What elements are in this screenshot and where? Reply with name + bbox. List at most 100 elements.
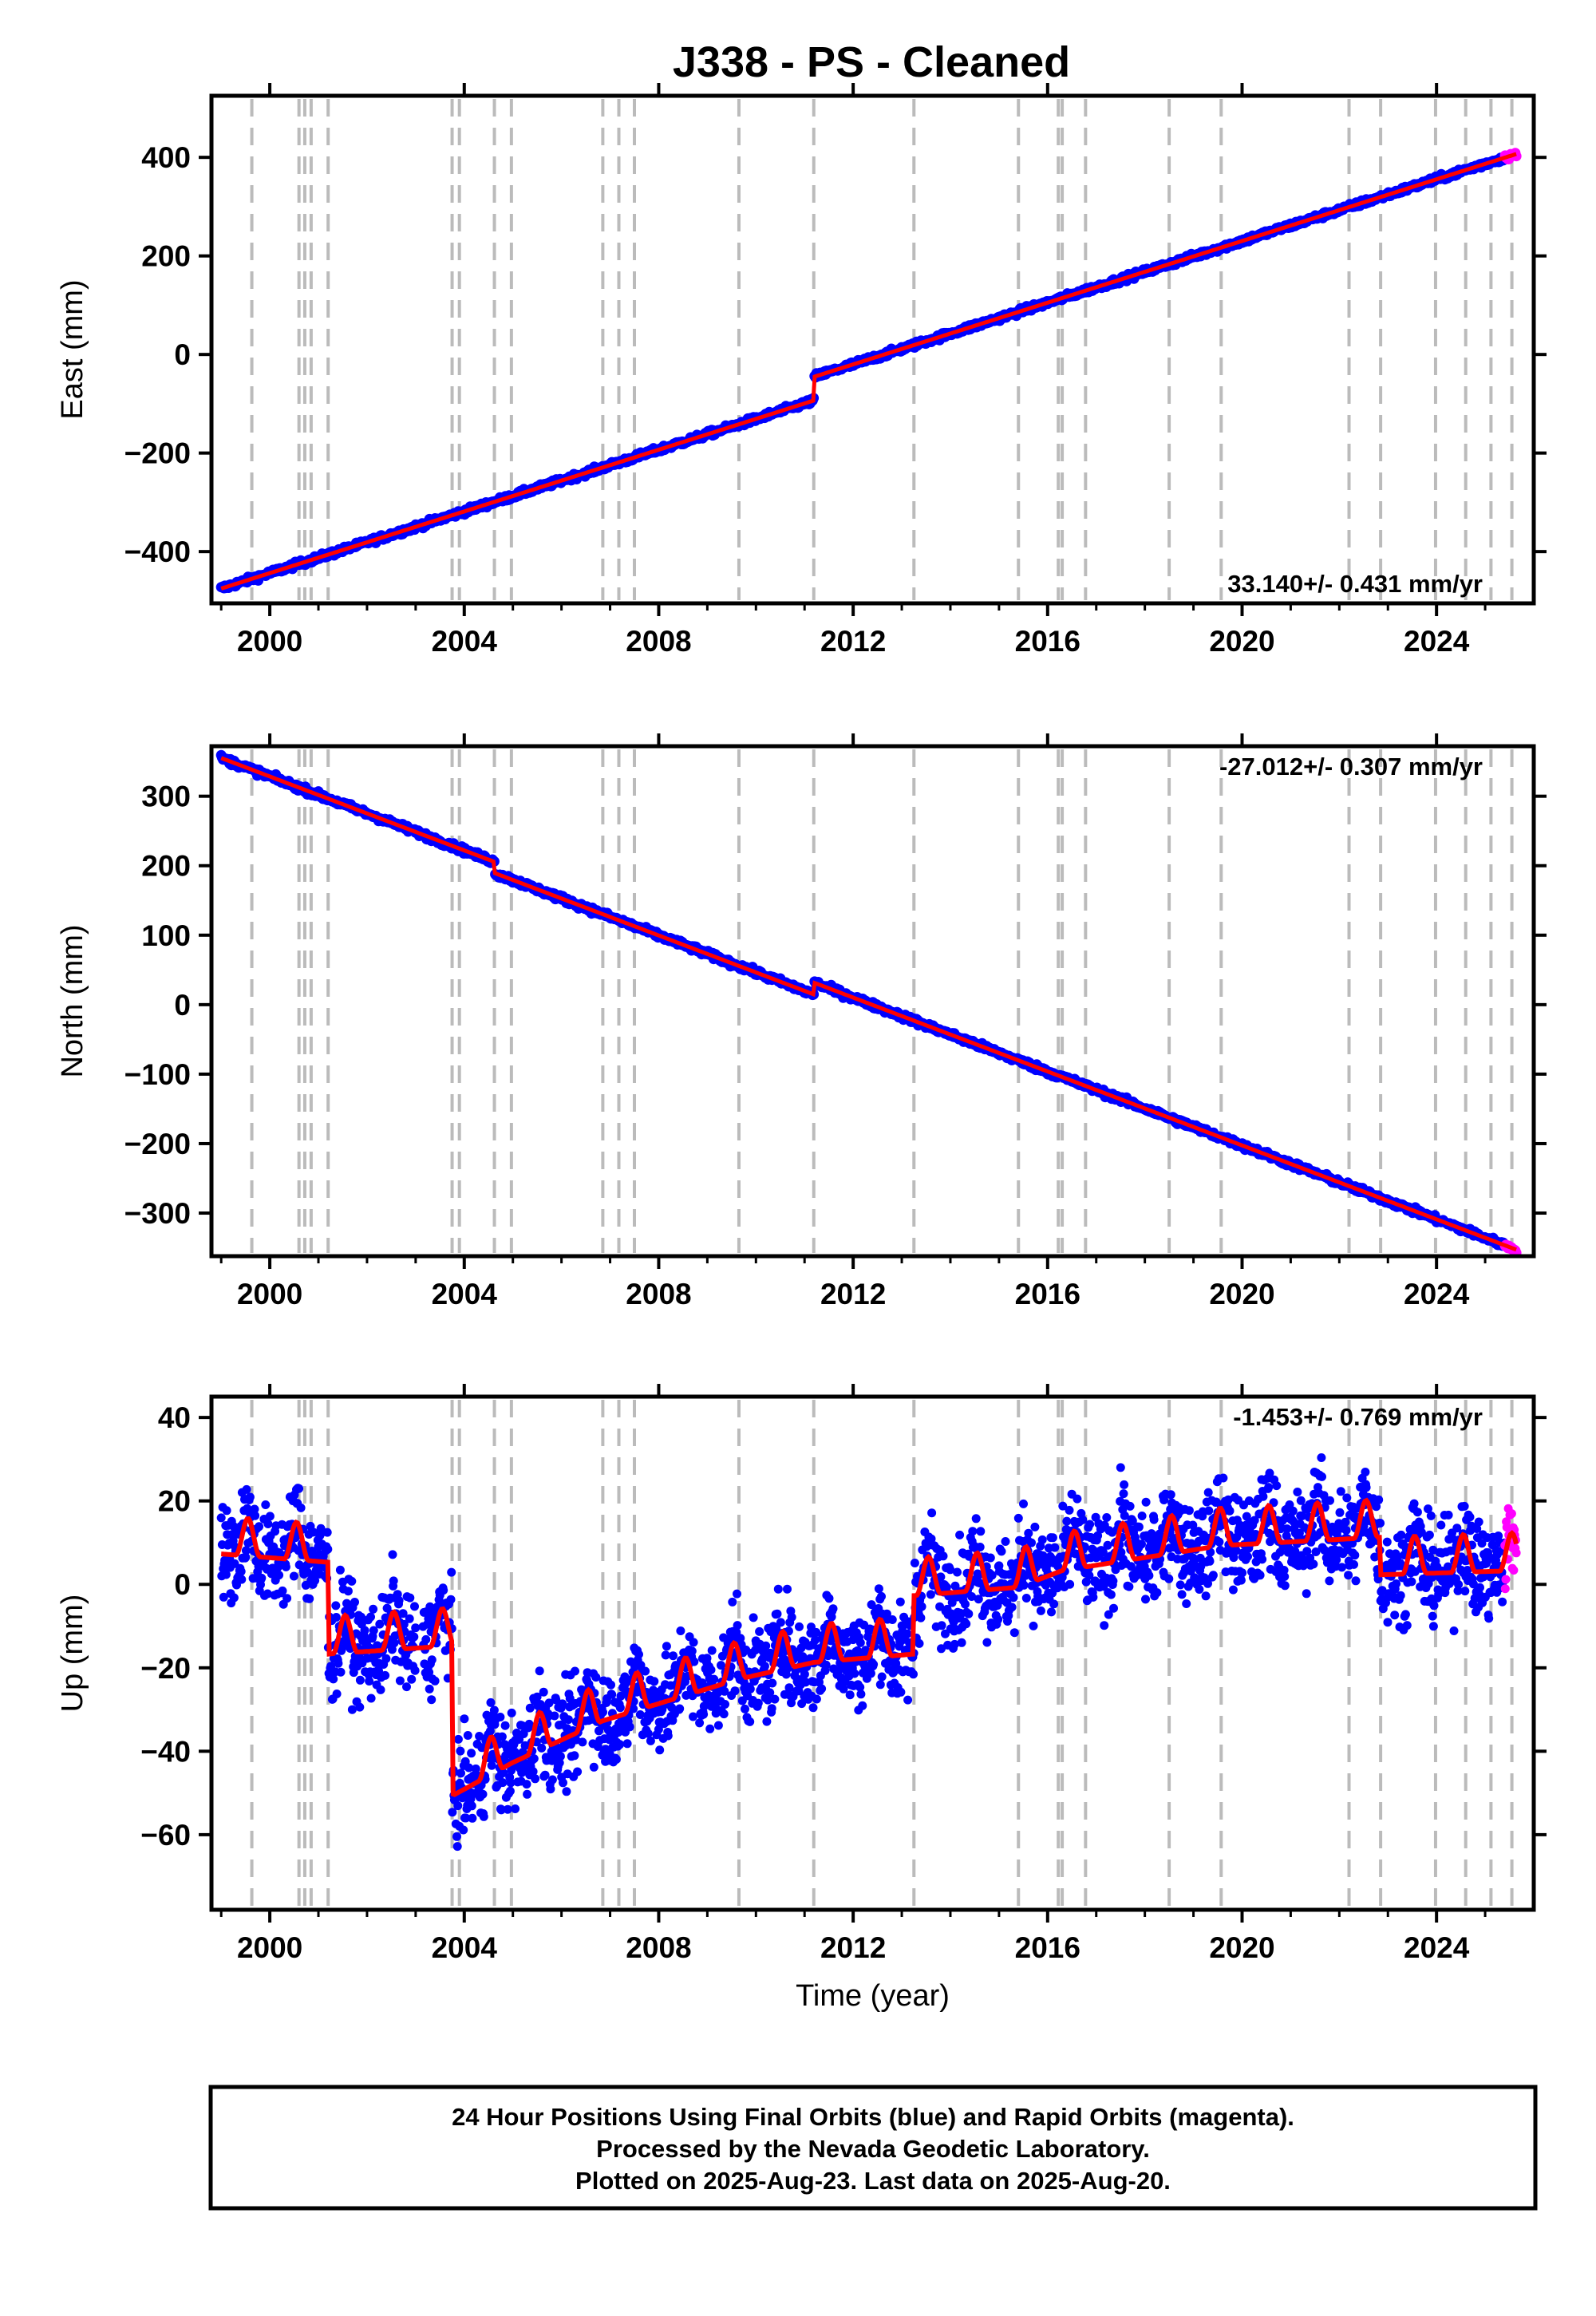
- final-point: [717, 1661, 725, 1670]
- final-point: [296, 1503, 306, 1512]
- final-point: [1219, 1473, 1228, 1483]
- plot-frame: [209, 93, 1536, 606]
- y-tick-label: 200: [141, 240, 191, 273]
- final-point: [1177, 1590, 1187, 1599]
- final-point: [222, 1506, 231, 1516]
- y-tick-label: 200: [141, 850, 191, 883]
- final-point: [811, 1635, 820, 1645]
- final-point: [950, 1581, 960, 1591]
- final-point: [773, 1584, 783, 1594]
- final-point: [500, 1721, 510, 1730]
- final-point: [532, 1692, 542, 1701]
- final-point: [537, 1743, 547, 1753]
- final-point: [559, 1778, 567, 1788]
- final-point: [765, 1688, 775, 1697]
- final-point: [797, 1699, 807, 1709]
- final-point: [461, 1813, 471, 1823]
- final-point: [946, 1565, 955, 1575]
- final-point: [917, 1602, 926, 1611]
- final-point: [1103, 1540, 1112, 1550]
- final-point: [1099, 1582, 1108, 1591]
- final-point: [1203, 1579, 1212, 1588]
- final-point: [236, 1567, 246, 1576]
- final-point: [634, 1650, 643, 1659]
- final-point: [817, 1684, 827, 1694]
- final-point: [993, 1601, 1002, 1610]
- x-tick-label: 2016: [1015, 1278, 1080, 1310]
- final-point: [662, 1642, 671, 1651]
- final-point: [896, 1687, 906, 1697]
- final-point: [1065, 1579, 1075, 1589]
- final-point: [498, 1778, 508, 1788]
- final-point: [452, 1832, 461, 1841]
- final-point: [1188, 1520, 1198, 1530]
- final-point: [456, 1769, 465, 1778]
- final-point: [373, 1641, 382, 1650]
- final-point: [309, 1528, 318, 1537]
- final-point: [464, 1763, 473, 1773]
- final-point: [755, 1626, 764, 1636]
- final-point: [331, 1601, 341, 1611]
- final-point: [1009, 1593, 1018, 1603]
- final-point: [855, 1682, 865, 1692]
- final-point: [360, 1626, 369, 1635]
- final-point: [555, 1758, 564, 1768]
- final-point: [798, 1652, 808, 1662]
- final-point: [1205, 1556, 1215, 1566]
- final-point: [456, 1746, 465, 1756]
- final-point: [1013, 1513, 1023, 1523]
- y-tick-label: 100: [141, 919, 191, 952]
- final-point: [745, 1684, 755, 1694]
- final-point: [997, 1547, 1006, 1556]
- final-point: [303, 1567, 313, 1577]
- final-point: [261, 1500, 271, 1509]
- y-tick-label: −100: [124, 1058, 191, 1091]
- final-point: [329, 1674, 338, 1684]
- event-lines: [250, 749, 1514, 1253]
- final-point: [241, 1552, 251, 1562]
- final-point: [761, 1641, 771, 1650]
- final-point: [903, 1629, 912, 1638]
- final-point: [650, 1677, 659, 1686]
- final-point: [730, 1686, 740, 1696]
- final-point: [452, 1842, 462, 1852]
- final-point: [547, 1775, 557, 1784]
- final-point: [305, 1594, 314, 1603]
- final-point: [332, 1690, 342, 1698]
- final-point: [1047, 1607, 1056, 1617]
- final-point: [551, 1695, 561, 1705]
- final-point: [1206, 1547, 1215, 1557]
- final-point: [430, 1676, 440, 1686]
- final-point: [571, 1666, 579, 1676]
- final-point: [425, 1667, 434, 1677]
- final-point: [707, 1646, 717, 1655]
- up-panel: 2000 2004 2008 2012 2016 2020 2024−60−40−20020…: [56, 1384, 1547, 2013]
- final-point: [365, 1677, 374, 1686]
- final-point: [540, 1770, 550, 1780]
- final-point: [467, 1749, 476, 1758]
- final-point: [531, 1774, 540, 1784]
- x-tick-label: 2012: [820, 1278, 886, 1310]
- final-point: [702, 1654, 712, 1663]
- final-point: [1102, 1513, 1112, 1522]
- final-point: [1215, 1537, 1224, 1547]
- final-point: [1116, 1547, 1126, 1557]
- final-point: [783, 1663, 792, 1673]
- final-point: [447, 1567, 456, 1577]
- final-point: [643, 1729, 653, 1738]
- final-point: [1108, 1576, 1118, 1586]
- final-point: [525, 1703, 535, 1713]
- final-point: [1050, 1543, 1060, 1552]
- final-point: [219, 1592, 228, 1602]
- x-tick-label: 2012: [820, 625, 886, 658]
- final-point: [375, 1619, 385, 1629]
- plot-frame: [209, 744, 1536, 1259]
- final-point: [1125, 1501, 1135, 1511]
- final-point: [1134, 1522, 1144, 1531]
- final-point: [689, 1638, 698, 1647]
- final-point: [1236, 1575, 1246, 1585]
- final-point: [427, 1655, 437, 1665]
- final-point: [229, 1593, 239, 1603]
- final-point: [942, 1583, 951, 1592]
- final-point: [282, 1594, 292, 1603]
